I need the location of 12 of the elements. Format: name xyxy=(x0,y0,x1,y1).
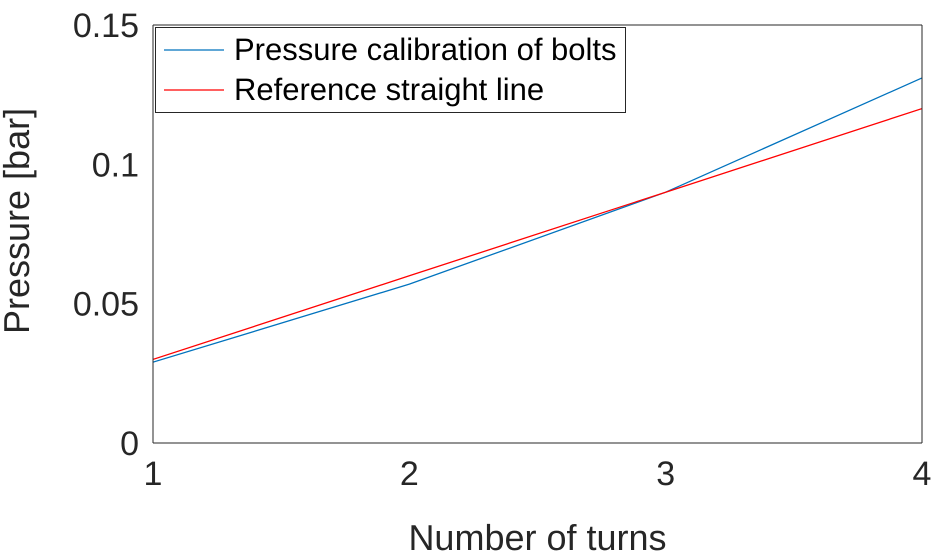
y-tick-label: 0.05 xyxy=(72,286,139,324)
x-tick-label: 2 xyxy=(400,455,419,494)
y-tick-label: 0.1 xyxy=(92,146,139,184)
x-tick-label: 1 xyxy=(144,455,162,494)
x-axis-title: Number of turns xyxy=(408,517,667,556)
x-tick-label: 3 xyxy=(656,455,676,494)
legend-label: Reference straight line xyxy=(234,71,544,109)
legend-label: Pressure calibration of bolts xyxy=(234,31,617,69)
y-axis-title: Pressure [bar] xyxy=(0,108,37,334)
x-tick-label: 4 xyxy=(912,455,932,494)
y-tick-label: 0.15 xyxy=(72,7,139,46)
y-tick-label: 0 xyxy=(120,425,139,464)
